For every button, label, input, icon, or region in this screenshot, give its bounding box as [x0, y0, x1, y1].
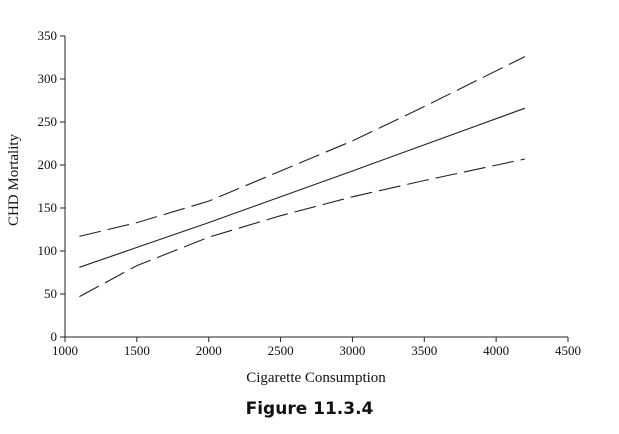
x-tick-label: 3500 [411, 343, 437, 358]
axes [64, 36, 568, 338]
x-tick-label: 2000 [196, 343, 222, 358]
y-axis-label: CHD Mortality [6, 133, 22, 226]
y-tick-label: 350 [38, 28, 58, 43]
series-group [79, 56, 526, 298]
y-tick-label: 150 [38, 200, 58, 215]
y-tick-label: 100 [38, 243, 58, 258]
x-axis-label: Cigarette Consumption [246, 370, 386, 386]
figure-caption: Figure 11.3.4 [245, 399, 374, 419]
y-tick-label: 50 [44, 286, 57, 301]
confidence-band-line-0 [79, 56, 526, 237]
y-tick-label: 300 [38, 71, 58, 86]
y-tick-label: 0 [51, 329, 58, 344]
y-ticks: 0 50 100 150 200 250 300 350 [38, 28, 65, 344]
y-tick-label: 250 [38, 114, 58, 129]
confidence-band-line-2 [79, 158, 526, 298]
x-tick-label: 2500 [268, 343, 294, 358]
y-tick-label: 200 [38, 157, 58, 172]
x-tick-label: 1000 [52, 343, 78, 358]
x-tick-label: 1500 [124, 343, 150, 358]
x-ticks: 1000 1500 2000 2500 3000 3500 4000 4500 [52, 337, 581, 358]
x-tick-label: 4000 [483, 343, 509, 358]
fitted-line-1 [79, 107, 526, 268]
x-tick-label: 3000 [339, 343, 365, 358]
x-tick-label: 4500 [555, 343, 581, 358]
